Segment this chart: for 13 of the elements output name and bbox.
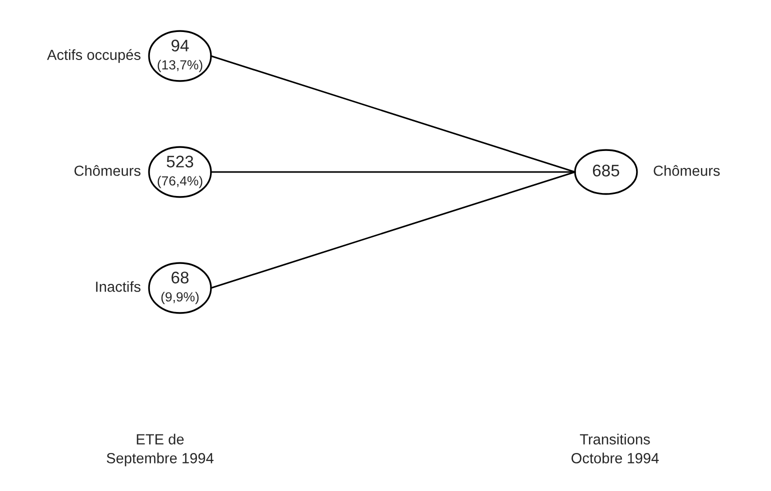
data-label: 68 xyxy=(172,272,189,284)
data-label: 523 xyxy=(166,156,194,168)
data-label: 94 xyxy=(172,40,189,52)
text: ETE de Septembre 1994 xyxy=(106,434,214,466)
category-label: Chômeurs xyxy=(654,165,720,176)
data-label: 685 xyxy=(592,164,620,176)
data-label: (76,4%) xyxy=(158,176,202,188)
text: Transitions Octobre 1994 xyxy=(572,434,659,464)
data-label: (9,9%) xyxy=(161,292,199,304)
category-label: Actifs occupés xyxy=(47,49,140,63)
category-label: Inactifs xyxy=(96,281,140,292)
category-label: Chômeurs xyxy=(74,165,140,176)
data-label: (13,7%) xyxy=(158,60,202,72)
